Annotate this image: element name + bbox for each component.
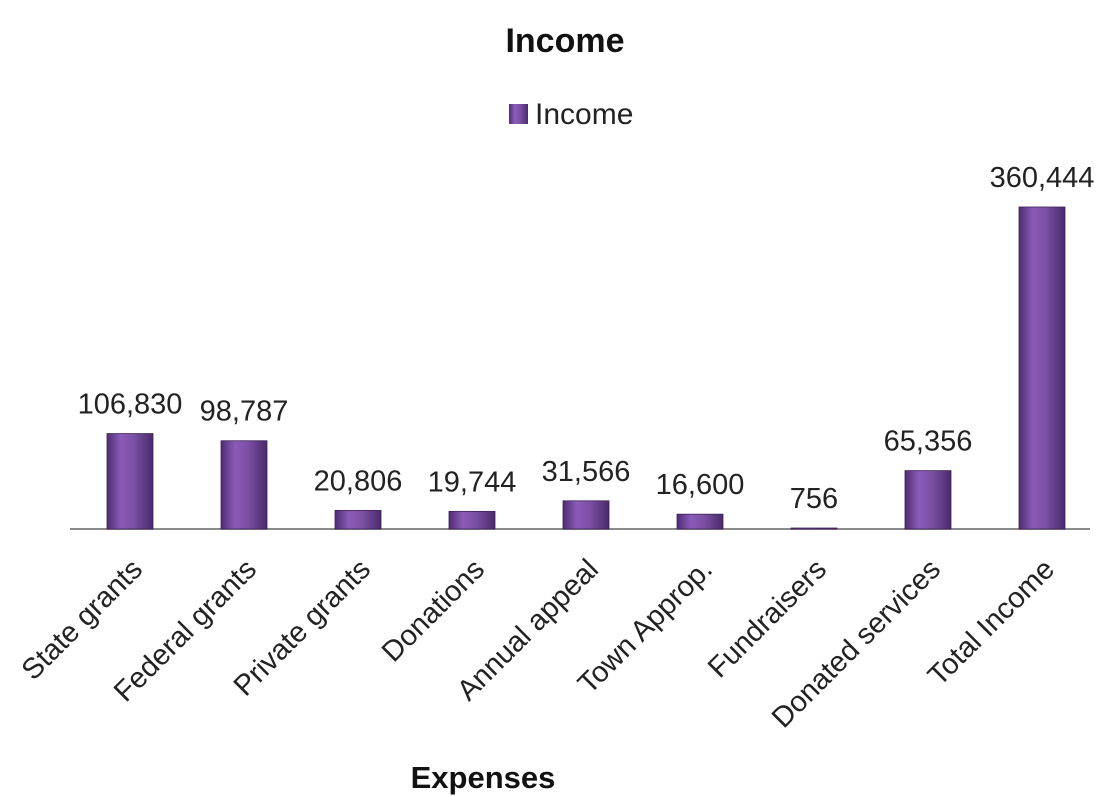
legend: Income xyxy=(509,98,633,131)
legend-label: Income xyxy=(535,98,633,131)
legend-swatch xyxy=(509,104,528,124)
chart-title: Income xyxy=(505,22,624,60)
x-axis-title: Expenses xyxy=(411,760,556,795)
bar-5 xyxy=(676,513,724,530)
data-label-4: 31,566 xyxy=(542,456,631,488)
data-labels-group: 106,830 98,787 20,806 19,744 31,566 16,600 756… xyxy=(78,162,1095,515)
bar-6 xyxy=(790,527,838,530)
bar-1 xyxy=(220,440,268,530)
bar-4 xyxy=(562,500,610,530)
bar-8 xyxy=(1018,206,1066,530)
bars-group xyxy=(106,206,1066,530)
bar-0 xyxy=(106,433,154,530)
data-label-6: 756 xyxy=(790,483,838,515)
data-label-8: 360,444 xyxy=(990,162,1095,194)
bar-7 xyxy=(904,470,952,530)
bar-2 xyxy=(334,510,382,530)
data-label-3: 19,744 xyxy=(428,466,517,498)
tick-label-3: Donations xyxy=(376,553,491,668)
bar-3 xyxy=(448,510,496,530)
data-label-5: 16,600 xyxy=(656,469,745,501)
data-label-1: 98,787 xyxy=(200,396,289,428)
data-label-2: 20,806 xyxy=(314,465,403,497)
data-label-0: 106,830 xyxy=(78,389,183,421)
data-label-7: 65,356 xyxy=(884,426,973,458)
